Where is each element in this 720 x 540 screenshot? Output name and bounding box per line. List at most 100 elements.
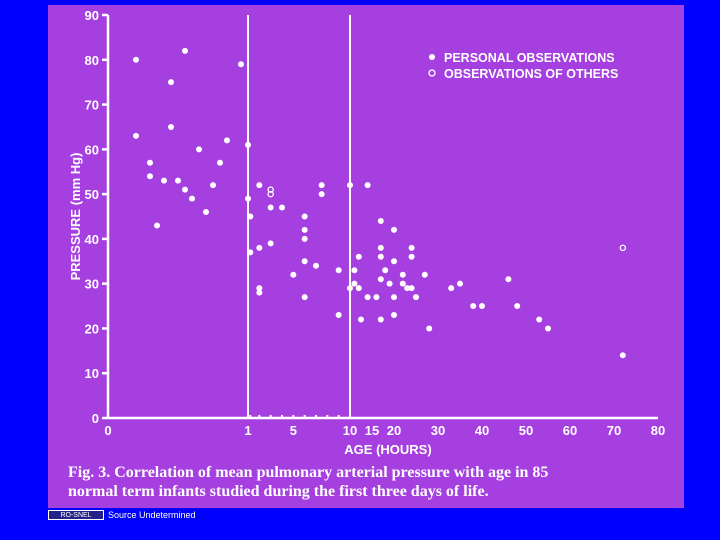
data-point-personal <box>203 209 209 216</box>
data-point-personal <box>377 217 384 224</box>
x-tick-label: 30 <box>431 423 445 438</box>
x-tick-label: 20 <box>387 423 401 438</box>
publisher-logo: RO-SNEL <box>48 510 104 520</box>
data-point-personal <box>448 285 455 292</box>
data-point-personal <box>267 240 274 247</box>
data-point-personal <box>133 56 139 63</box>
data-point-personal <box>189 195 195 202</box>
data-point-personal <box>182 47 188 54</box>
data-point-personal <box>619 352 626 359</box>
data-point-personal <box>279 204 285 211</box>
data-point-personal <box>536 316 543 323</box>
x-tick-label: 70 <box>607 423 621 438</box>
data-point-personal <box>301 226 308 233</box>
data-point-personal <box>408 253 415 260</box>
x-tick-label: 50 <box>519 423 533 438</box>
footer: RO-SNEL Source Undetermined <box>48 509 196 521</box>
data-point-personal <box>413 294 419 301</box>
data-point-personal <box>247 213 254 220</box>
data-point-personal <box>256 285 263 292</box>
caption-line-1: Fig. 3. Correlation of mean pulmonary ar… <box>68 464 549 481</box>
data-point-personal <box>391 294 397 301</box>
data-point-personal <box>256 182 263 189</box>
data-point-others <box>267 186 274 193</box>
y-tick-label: 20 <box>85 321 99 336</box>
data-point-personal <box>421 271 428 278</box>
data-point-personal <box>347 182 353 189</box>
data-point-personal <box>161 177 167 184</box>
y-tick-label: 70 <box>85 98 99 113</box>
data-point-personal <box>377 316 384 323</box>
data-point-others <box>619 244 627 252</box>
x-tick-label: 5 <box>290 423 297 438</box>
data-point-personal <box>335 267 342 274</box>
data-point-personal <box>377 244 384 251</box>
data-point-personal <box>335 312 342 319</box>
caption-line-2: normal term infants studied during the f… <box>68 483 489 500</box>
x-tick-label: 80 <box>651 423 665 438</box>
y-tick-label: 30 <box>85 277 99 292</box>
data-point-personal <box>514 303 521 310</box>
data-point-personal <box>377 276 384 283</box>
data-point-personal <box>168 123 174 130</box>
data-point-personal <box>364 294 371 301</box>
data-point-personal <box>256 289 263 296</box>
data-point-personal <box>313 262 319 269</box>
data-point-personal <box>247 249 254 256</box>
y-tick-label: 60 <box>85 142 99 157</box>
x-axis-title: AGE (HOURS) <box>344 442 431 457</box>
source-text: Source Undetermined <box>108 510 196 520</box>
data-point-personal <box>301 235 308 242</box>
data-point-personal <box>147 159 153 166</box>
data-point-personal <box>408 285 415 292</box>
data-point-personal <box>290 271 297 278</box>
data-point-personal <box>301 213 308 220</box>
data-point-personal <box>217 159 223 166</box>
data-point-personal <box>386 280 393 287</box>
data-point-personal <box>399 271 406 278</box>
data-point-personal <box>301 294 308 301</box>
data-point-personal <box>355 253 362 260</box>
data-point-personal <box>391 226 397 233</box>
data-point-personal <box>479 303 485 310</box>
y-tick-label: 40 <box>85 232 99 247</box>
x-tick-label: 10 <box>343 423 357 438</box>
y-tick-label: 0 <box>92 411 99 426</box>
data-point-personal <box>168 79 174 86</box>
data-point-personal <box>238 61 244 68</box>
data-point-personal <box>377 253 384 260</box>
data-point-personal <box>147 173 153 180</box>
data-point-personal <box>256 244 263 251</box>
data-point-personal <box>470 303 477 310</box>
data-point-personal <box>404 285 411 292</box>
data-point-personal <box>154 222 160 229</box>
slide: 0 10 20 30 40 50 60 70 80 90 0 1 5 10 15 20 30 40 50 60 70 80… <box>48 5 684 508</box>
data-point-personal <box>373 294 380 301</box>
data-point-personal <box>347 285 353 292</box>
figure-caption: Fig. 3. Correlation of mean pulmonary ar… <box>68 463 678 501</box>
data-point-personal <box>196 146 202 153</box>
x-tick-label: 1 <box>244 423 251 438</box>
data-point-personal <box>318 191 325 198</box>
data-point-personal <box>351 280 358 287</box>
data-point-personal <box>408 244 415 251</box>
data-point-personal <box>318 182 325 189</box>
legend-label: OBSERVATIONS OF OTHERS <box>444 67 618 81</box>
y-tick-label: 80 <box>85 53 99 68</box>
y-tick-label: 50 <box>85 187 99 202</box>
data-point-personal <box>457 280 463 287</box>
data-point-personal <box>505 276 512 283</box>
data-point-others <box>267 190 274 198</box>
x-tick-label: 60 <box>563 423 577 438</box>
y-axis-title: PRESSURE (mm Hg) <box>68 153 83 281</box>
data-point-personal <box>382 267 389 274</box>
data-point-personal <box>133 132 139 139</box>
x-tick-label: 15 <box>365 423 379 438</box>
data-point-personal <box>391 258 397 265</box>
x-tick-label: 40 <box>475 423 489 438</box>
data-point-personal <box>399 280 406 287</box>
data-point-personal <box>210 182 216 189</box>
data-point-personal <box>545 325 551 332</box>
data-point-personal <box>351 267 358 274</box>
